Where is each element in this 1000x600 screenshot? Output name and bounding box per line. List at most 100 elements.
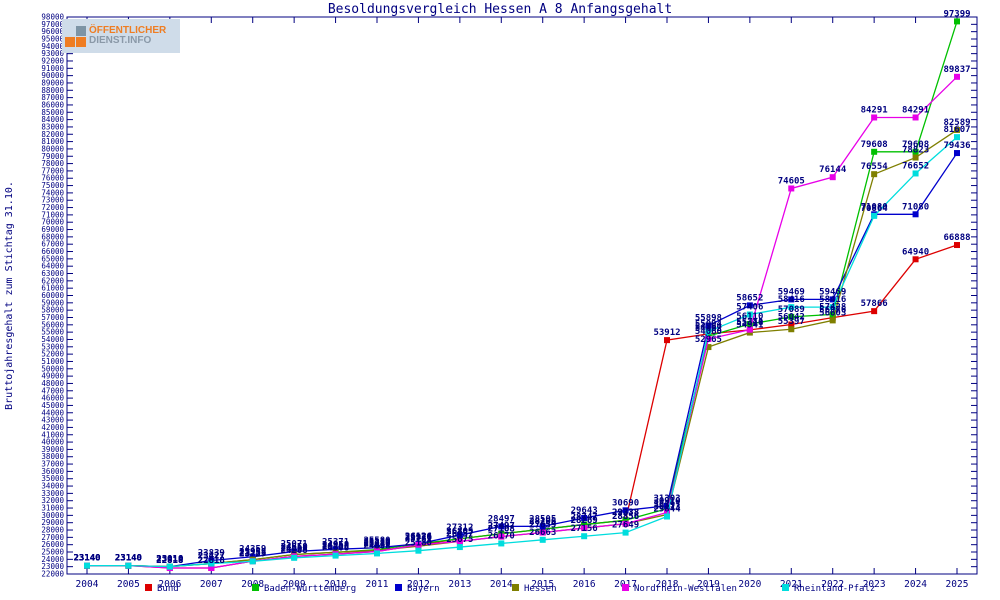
y-tick-label: 39000 [41,445,64,454]
y-tick-label: 84000 [41,115,64,124]
data-point-marker [788,313,795,320]
point-label: 22818 [198,556,225,566]
y-tick-label: 80000 [41,144,64,153]
point-label: 27659 [529,521,556,531]
point-label: 22818 [156,556,183,566]
y-tick-label: 89000 [41,78,64,87]
point-label: 23010 [156,555,183,565]
point-label: 25976 [405,533,432,543]
point-label: 57428 [819,302,846,312]
point-label: 28269 [571,516,598,526]
y-tick-label: 41000 [41,430,64,439]
legend-label: Hessen [524,584,557,594]
x-tick-label: 2013 [448,579,471,590]
y-tick-label: 70000 [41,218,64,227]
point-label: 26126 [405,532,432,542]
point-label: 23753 [239,549,266,559]
y-tick-label: 85000 [41,108,64,117]
point-label: 28856 [612,512,639,522]
point-label: 26126 [405,532,432,542]
data-point-marker [374,550,380,557]
point-label: 55397 [778,317,805,327]
y-tick-label: 81000 [41,137,64,146]
legend-label: Bayern [407,584,440,594]
data-point-marker [291,548,298,555]
point-label: 23140 [73,554,100,564]
y-tick-label: 45000 [41,401,64,410]
y-tick-label: 77000 [41,166,64,175]
series-rheinland-pfalz [84,134,960,570]
x-tick-label: 2024 [904,579,927,590]
data-point-marker [829,304,836,311]
y-tick-label: 92000 [41,56,64,65]
data-point-marker [456,544,463,551]
oeffentlicher-dienst-info-logo: ÖFFENTLICHER DIENST.INFO [62,19,180,53]
y-tick-label: 63000 [41,269,64,278]
data-point-marker [705,336,712,343]
data-point-marker [581,514,588,521]
data-point-marker [581,521,588,528]
y-tick-label: 37000 [41,460,64,469]
y-tick-label: 75000 [41,181,64,190]
data-point-marker [539,523,546,530]
data-point-marker [871,171,878,178]
y-axis-ticks: 2200023000240002500026000270002800029000… [41,13,977,579]
point-label: 24359 [239,545,266,555]
point-label: 25080 [363,539,390,549]
y-tick-label: 28000 [41,526,64,535]
y-tick-label: 22000 [41,570,64,579]
y-tick-label: 56000 [41,320,64,329]
point-label: 76144 [819,165,847,175]
point-label: 76652 [902,161,929,171]
point-label: 28747 [571,513,598,523]
y-tick-label: 49000 [41,372,64,381]
data-point-marker [208,560,215,567]
y-tick-label: 86000 [41,100,64,109]
point-label: 71080 [902,202,929,212]
data-point-marker [208,565,215,572]
point-label: 79436 [943,141,970,151]
data-point-marker [871,308,878,315]
point-label: 24708 [322,542,349,552]
point-label: 57866 [861,299,888,309]
x-tick-label: 2010 [324,579,347,590]
y-tick-label: 32000 [41,496,64,505]
point-label: 23140 [73,554,100,564]
point-label: 25371 [322,537,349,547]
data-point-marker [664,337,670,344]
data-point-marker [291,554,298,561]
data-point-marker [664,513,670,520]
legend-label: Nordrhein-Westfalen [634,584,737,594]
x-tick-label: 2016 [573,579,596,590]
point-label: 23140 [73,554,100,564]
logo-line1: ÖFFENTLICHER [89,25,167,36]
y-tick-label: 51000 [41,357,64,366]
x-tick-label: 2004 [76,579,99,590]
legend-item-hessen: Hessen [512,584,557,594]
y-tick-label: 71000 [41,210,64,219]
legend-label: Rheinland-Pfalz [794,584,875,594]
data-point-marker [84,562,90,569]
legend-label: Baden-Württemberg [264,584,356,594]
legend-marker-icon [145,584,152,591]
data-point-marker [788,185,795,192]
data-point-marker [622,529,629,536]
legend-item-bund: Bund [145,584,179,594]
point-label: 64940 [902,247,929,257]
data-point-marker [829,311,836,318]
point-label: 29338 [612,508,639,518]
point-label: 56042 [778,313,805,323]
data-point-marker [871,114,878,121]
y-tick-label: 72000 [41,203,64,212]
data-point-marker [456,538,463,545]
y-tick-label: 46000 [41,394,64,403]
legend-marker-icon [782,584,789,591]
point-label: 82589 [943,118,970,128]
legend-marker-icon [395,584,402,591]
y-tick-label: 76000 [41,174,64,183]
point-label: 58416 [819,295,846,305]
point-label: 27649 [612,521,639,531]
data-point-marker [332,546,339,553]
point-label: 24958 [322,540,349,550]
logo-text: ÖFFENTLICHER DIENST.INFO [89,26,166,46]
